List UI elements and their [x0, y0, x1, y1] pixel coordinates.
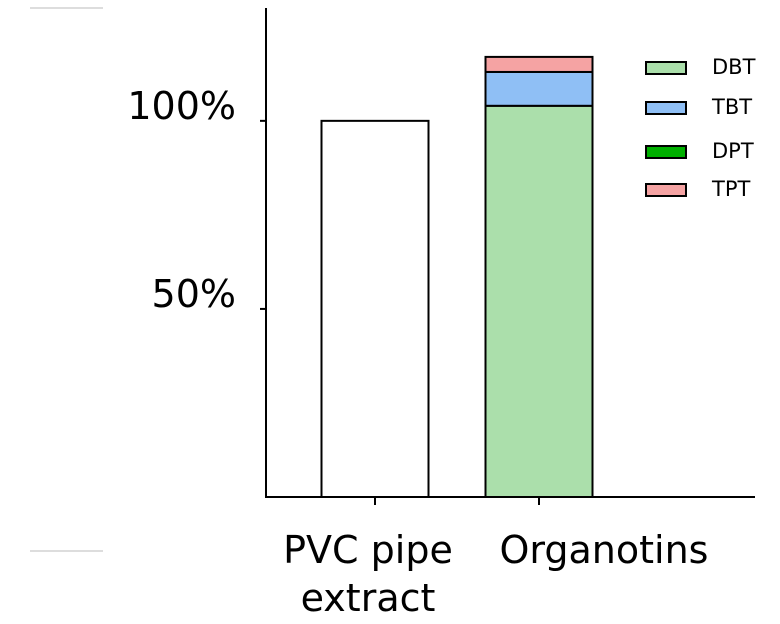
legend-label: DBT — [712, 55, 756, 79]
bar-segment — [486, 72, 593, 106]
legend-swatch — [646, 62, 686, 74]
bar — [322, 121, 429, 497]
bar-segment — [486, 106, 593, 497]
page: {"chart_data": {"type": "stacked-bar", "… — [0, 0, 780, 624]
legend-label: TBT — [711, 95, 752, 119]
y-tick-label: 50% — [152, 272, 236, 316]
y-tick-label: 100% — [127, 84, 236, 128]
legend-swatch — [646, 184, 686, 196]
x-tick-label: PVC pipe extract — [248, 526, 488, 622]
legend-label: TPT — [711, 177, 750, 201]
legend-label: DPT — [712, 139, 754, 163]
bar-segment — [486, 57, 593, 72]
legend-swatch — [646, 102, 686, 114]
x-tick-label: Organotins — [484, 526, 724, 574]
legend-swatch — [646, 146, 686, 158]
